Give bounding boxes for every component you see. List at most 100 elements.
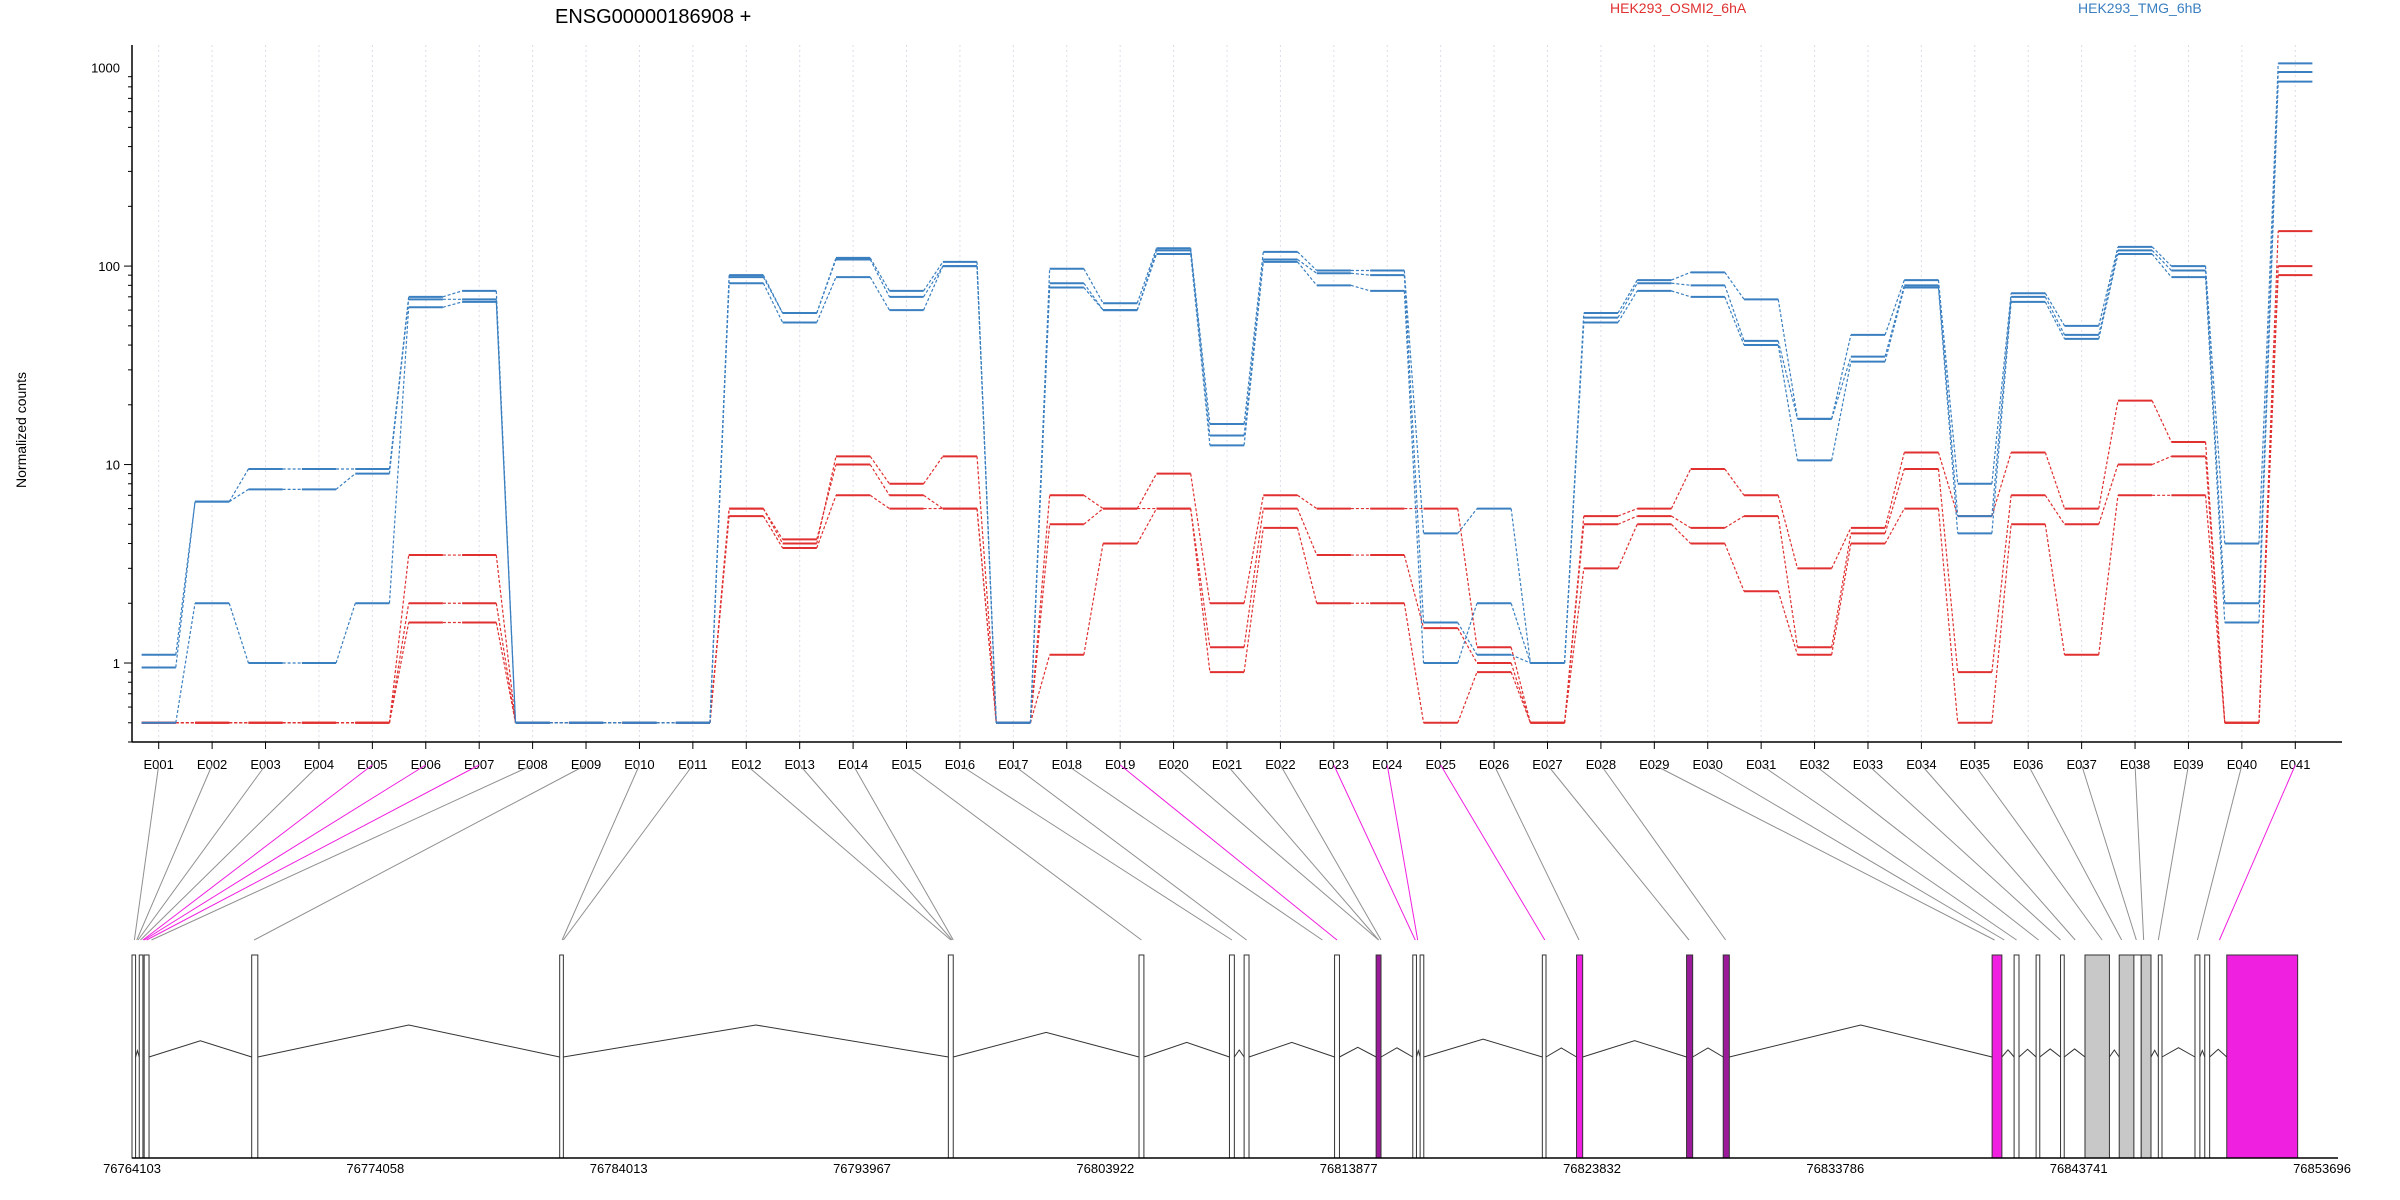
- intron-line: [1380, 1047, 1414, 1058]
- bin-connector: [1457, 622, 1478, 656]
- series-layer: [141, 62, 2313, 724]
- bin-link: [140, 764, 320, 941]
- bin-link: [137, 764, 266, 941]
- bin-connector: [762, 276, 784, 314]
- coordinate-label: 76843741: [2050, 1161, 2108, 1176]
- exon-box: [2157, 954, 2163, 1159]
- bin-connector: [2098, 495, 2119, 655]
- y-tick-label: 1000: [91, 61, 120, 76]
- bin-connector: [1457, 508, 1478, 648]
- bin-link: [1867, 764, 2061, 941]
- bin-connector: [869, 257, 890, 292]
- intron-line: [2209, 1048, 2228, 1058]
- bin-connector: [1884, 468, 1905, 534]
- bin-connector: [1831, 533, 1852, 648]
- bin-link: [1654, 764, 1995, 941]
- intron-line: [257, 1024, 560, 1058]
- bin-connector: [1671, 271, 1691, 281]
- bin-connector: [335, 603, 356, 664]
- bin-link: [1119, 764, 1338, 941]
- bin-link: [561, 764, 640, 941]
- bin-connector: [1510, 603, 1531, 664]
- intron-line: [2161, 1047, 2196, 1058]
- bin-connector: [2151, 246, 2172, 267]
- bin-connector: [495, 622, 517, 723]
- x-tick-label: E029: [1639, 757, 1669, 772]
- bin-connector: [1190, 253, 1211, 446]
- intron-line: [563, 1024, 949, 1058]
- exon-box: [1419, 954, 1425, 1159]
- x-tick-label: E024: [1372, 757, 1402, 772]
- bin-connector: [869, 259, 890, 298]
- bin-connector: [1029, 287, 1051, 723]
- x-tick-label: E015: [891, 757, 921, 772]
- bin-connector: [2204, 266, 2226, 544]
- bin-connector: [1083, 268, 1104, 304]
- bin-connector: [1563, 524, 1585, 723]
- bin-connector: [495, 299, 517, 723]
- bin-connector: [1937, 287, 1959, 534]
- bin-connector: [495, 301, 517, 723]
- vertical-grid: [158, 45, 2296, 742]
- bin-connector: [2151, 253, 2172, 278]
- bin-connector: [175, 501, 196, 655]
- bin-link: [253, 764, 587, 941]
- coordinate-label: 76833786: [1806, 1161, 1864, 1176]
- bin-connector: [762, 282, 784, 323]
- series-HEK293_TMG_6hB-3: [141, 62, 2313, 724]
- exon-box: [1576, 954, 1584, 1159]
- bin-connector: [2151, 249, 2172, 271]
- bin-connector: [2044, 524, 2066, 655]
- x-tick-label: E030: [1693, 757, 1723, 772]
- bin-connector: [1991, 495, 2012, 673]
- bin-connector: [1884, 508, 1905, 544]
- x-tick-label: E037: [2066, 757, 2096, 772]
- exon-box: [1243, 954, 1250, 1159]
- exon-box: [2194, 954, 2201, 1159]
- x-tick-label: E023: [1319, 757, 1349, 772]
- x-tick-label: E025: [1425, 757, 1455, 772]
- bin-connector: [2098, 246, 2119, 326]
- x-axis: E001 E002 E003 E004 E005 E006 E007 E008 E009 E010…: [132, 741, 2342, 772]
- bin-connector: [1243, 508, 1264, 648]
- bin-connector: [388, 603, 410, 723]
- bin-link: [143, 764, 427, 941]
- bin-connector: [1724, 296, 1745, 346]
- bin-connector: [228, 488, 249, 503]
- bin-connector: [1831, 543, 1852, 655]
- bin-link: [1386, 764, 1419, 941]
- exon-box: [1412, 954, 1417, 1159]
- bin-connector: [1136, 253, 1158, 311]
- series-HEK293_OSMI2_6hA-1: [141, 265, 2313, 724]
- bin-connector: [1937, 468, 1959, 673]
- bin-link: [1974, 764, 2103, 941]
- bin-connector: [1350, 284, 1371, 292]
- x-tick-label: E003: [250, 757, 280, 772]
- bin-connector: [1296, 527, 1318, 604]
- bin-connector: [976, 266, 997, 723]
- exon-box: [1686, 954, 1694, 1159]
- exon-box: [1541, 954, 1547, 1159]
- exon-box: [1375, 954, 1382, 1159]
- exon-box: [1334, 954, 1340, 1159]
- y-tick-label: 10: [106, 458, 120, 473]
- bin-link: [2218, 764, 2296, 941]
- bin-connector: [1136, 248, 1158, 304]
- coordinate-label: 76853696: [2293, 1161, 2351, 1176]
- bin-connector: [1670, 468, 1692, 509]
- x-tick-label: E021: [1212, 757, 1242, 772]
- bin-connector: [1937, 452, 1959, 517]
- bin-connector: [2098, 250, 2119, 336]
- bin-link: [1707, 764, 2005, 941]
- bin-connector: [1243, 495, 1264, 604]
- bin-connector: [1457, 508, 1478, 534]
- bin-connector: [1350, 272, 1371, 276]
- bin-link: [2196, 764, 2243, 941]
- bin-connector: [976, 508, 997, 723]
- coordinate-label: 76793967: [833, 1161, 891, 1176]
- bin-connector: [1724, 468, 1745, 496]
- x-tick-label: E039: [2173, 757, 2203, 772]
- bin-connector: [1617, 290, 1638, 323]
- bin-link: [959, 764, 1233, 941]
